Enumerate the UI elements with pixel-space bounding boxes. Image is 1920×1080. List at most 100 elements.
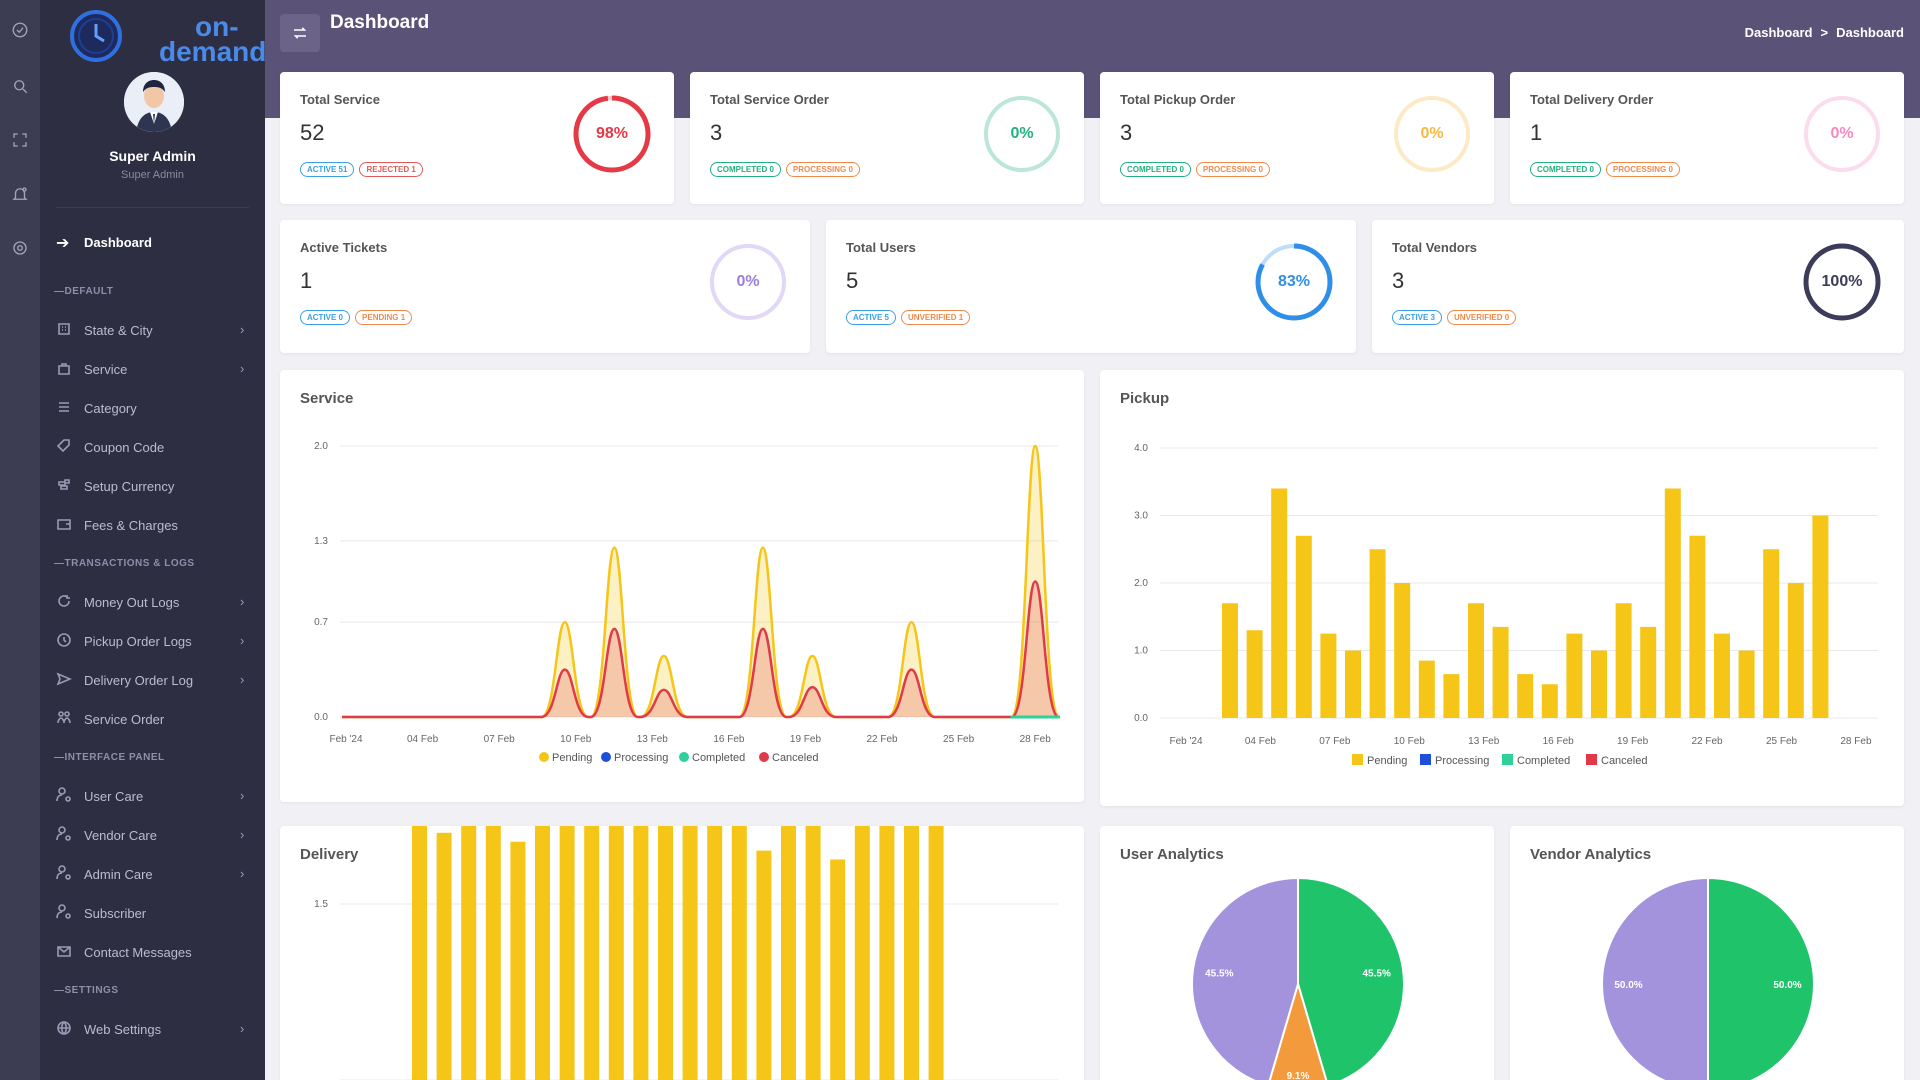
sidebar-item-coupon-code[interactable]: Coupon Code <box>40 433 265 461</box>
status-badge: REJECTED 1 <box>359 162 423 177</box>
sidebar-item-vendor-care[interactable]: Vendor Care › <box>40 821 265 849</box>
avatar[interactable] <box>124 72 184 132</box>
progress-ring: 0% <box>1800 92 1884 176</box>
bar-pending <box>1591 650 1607 718</box>
legend-item-pending: Pending <box>1367 755 1407 767</box>
sidebar-item-service-order[interactable]: Service Order <box>40 705 265 733</box>
bar-pending <box>608 826 624 1080</box>
x-tick-label: 19 Feb <box>1617 736 1649 747</box>
bar-pending <box>928 826 944 1080</box>
stat-value: 3 <box>1392 268 1405 293</box>
x-tick-label: 22 Feb <box>1691 736 1723 747</box>
status-badge: COMPLETED 0 <box>1530 162 1601 177</box>
sidebar-item-money-out-logs[interactable]: Money Out Logs › <box>40 588 265 616</box>
sidebar-item-setup-currency[interactable]: Setup Currency <box>40 472 265 500</box>
sidebar-item-label: Dashboard <box>84 235 152 250</box>
y-tick-label: 0.0 <box>1134 713 1148 724</box>
stat-badges: ACTIVE 5 UNVERIFIED 1 <box>846 310 971 325</box>
pie-slice-label: 9.1% <box>1287 1071 1310 1080</box>
sidebar-item-service[interactable]: Service › <box>40 355 265 383</box>
progress-percent: 0% <box>1010 125 1034 142</box>
chart-title: Pickup <box>1120 390 1170 407</box>
delivery-chart-panel: Delivery 1.01.5 <box>280 826 1084 1080</box>
stat-card-active-tickets[interactable]: Active Tickets 1 ACTIVE 0 PENDING 1 0% <box>280 220 810 353</box>
bar-pending <box>1369 549 1386 718</box>
y-tick-label: 0.0 <box>314 712 328 723</box>
sidebar-item-admin-care[interactable]: Admin Care › <box>40 860 265 888</box>
sidebar-item-dashboard[interactable]: ➔ Dashboard <box>40 228 265 256</box>
bar-pending <box>535 826 550 1080</box>
sidebar-section-title: —SETTINGS <box>54 985 119 996</box>
globe-icon <box>56 1020 72 1036</box>
x-tick-label: 04 Feb <box>407 734 439 745</box>
status-badge: ACTIVE 5 <box>846 310 897 325</box>
sidebar-item-fees-charges[interactable]: Fees & Charges <box>40 511 265 539</box>
bar-pending <box>1246 630 1263 718</box>
bar-pending <box>1787 583 1804 718</box>
brand-logo[interactable]: on- demand <box>68 6 265 66</box>
x-tick-label: 13 Feb <box>1468 736 1500 747</box>
progress-ring-track <box>1394 96 1470 172</box>
status-badge: ACTIVE 51 <box>300 162 355 177</box>
bar-pending <box>485 826 501 1080</box>
legend-item-completed: Completed <box>692 752 745 764</box>
stat-card-total-users[interactable]: Total Users 5 ACTIVE 5 UNVERIFIED 1 83% <box>826 220 1356 353</box>
progress-percent: 0% <box>1420 125 1444 142</box>
pie-slice <box>1191 876 1299 1080</box>
pickup-chart-panel: Pickup 0.0 1.0 2.0 3.0 4.0 Feb '24 04 Feb 07 Fe… <box>1100 370 1904 806</box>
user-gear-icon <box>56 904 72 920</box>
bag-icon <box>56 360 72 376</box>
stat-card-total-vendors[interactable]: Total Vendors 3 ACTIVE 3 UNVERIFIED 0 100% <box>1372 220 1904 353</box>
sidebar-item-delivery-order-log[interactable]: Delivery Order Log › <box>40 666 265 694</box>
sidebar-item-contact-messages[interactable]: Contact Messages <box>40 938 265 966</box>
stat-value: 3 <box>1120 120 1133 145</box>
x-tick-label: 19 Feb <box>790 734 822 745</box>
bar-pending <box>412 826 427 1080</box>
app-switch-icon[interactable] <box>8 18 32 42</box>
stat-title: Total Pickup Order <box>1120 92 1236 107</box>
chevron-right-icon: › <box>240 788 245 803</box>
breadcrumb-link-dashboard[interactable]: Dashboard <box>1744 25 1813 40</box>
legend-item-completed: Completed <box>1517 755 1570 767</box>
sidebar-item-subscriber[interactable]: Subscriber <box>40 899 265 927</box>
sidebar-item-user-care[interactable]: User Care › <box>40 782 265 810</box>
support-icon[interactable] <box>8 236 32 260</box>
stat-card-total-service-order[interactable]: Total Service Order 3 COMPLETED 0 PROCESSIN… <box>690 72 1084 204</box>
user-analytics-pie: 45.5% 9.1% 45.5% <box>1191 876 1405 1080</box>
sidebar-item-label: Delivery Order Log <box>84 673 194 688</box>
user-avatar-icon <box>124 72 184 132</box>
bar-pending <box>658 826 673 1080</box>
pie-slice-label: 45.5% <box>1363 969 1391 980</box>
x-tick-label: 13 Feb <box>637 734 669 745</box>
sidebar-item-web-settings[interactable]: Web Settings › <box>40 1015 265 1043</box>
coins-icon <box>56 477 72 493</box>
stat-badges: COMPLETED 0 PROCESSING 0 <box>1530 162 1680 177</box>
bar-pending <box>461 826 477 1080</box>
bar-pending <box>1689 535 1706 718</box>
notification-bell-icon[interactable] <box>8 182 32 206</box>
y-tick-label: 4.0 <box>1134 443 1148 454</box>
stat-card-total-pickup-order[interactable]: Total Pickup Order 3 COMPLETED 0 PROCESSING… <box>1100 72 1494 204</box>
stat-value: 1 <box>1530 120 1543 145</box>
progress-percent: 100% <box>1821 273 1863 290</box>
chart-title: Service <box>300 390 354 407</box>
x-tick-label: Feb '24 <box>329 734 362 745</box>
service-area-chart: 0.0 0.7 1.3 2.0 Feb '24 04 Feb 07 Feb 10 Feb 13 … <box>314 441 1060 764</box>
sidebar-item-pickup-order-logs[interactable]: Pickup Order Logs › <box>40 627 265 655</box>
icon-rail <box>0 0 40 1080</box>
y-tick-label: 2.0 <box>1134 578 1148 589</box>
stat-card-total-service[interactable]: Total Service 52 ACTIVE 51 REJECTED 1 98% <box>280 72 674 204</box>
progress-percent: 0% <box>1830 125 1854 142</box>
sidebar: on- demand Super Admin Super Admin ➔ Das… <box>40 0 265 1080</box>
search-icon[interactable] <box>8 74 32 98</box>
bar-pending <box>1320 633 1337 718</box>
sidebar-item-state-city[interactable]: State & City › <box>40 316 265 344</box>
bar-pending <box>854 826 870 1080</box>
breadcrumb: Dashboard > Dashboard <box>1745 25 1904 40</box>
bar-pending <box>1664 488 1681 718</box>
sidebar-item-category[interactable]: Category <box>40 394 265 422</box>
sidebar-toggle-button[interactable] <box>280 14 320 52</box>
sidebar-item-label: Setup Currency <box>84 479 175 494</box>
fullscreen-icon[interactable] <box>8 128 32 152</box>
stat-card-total-delivery-order[interactable]: Total Delivery Order 1 COMPLETED 0 PROCESSI… <box>1510 72 1904 204</box>
